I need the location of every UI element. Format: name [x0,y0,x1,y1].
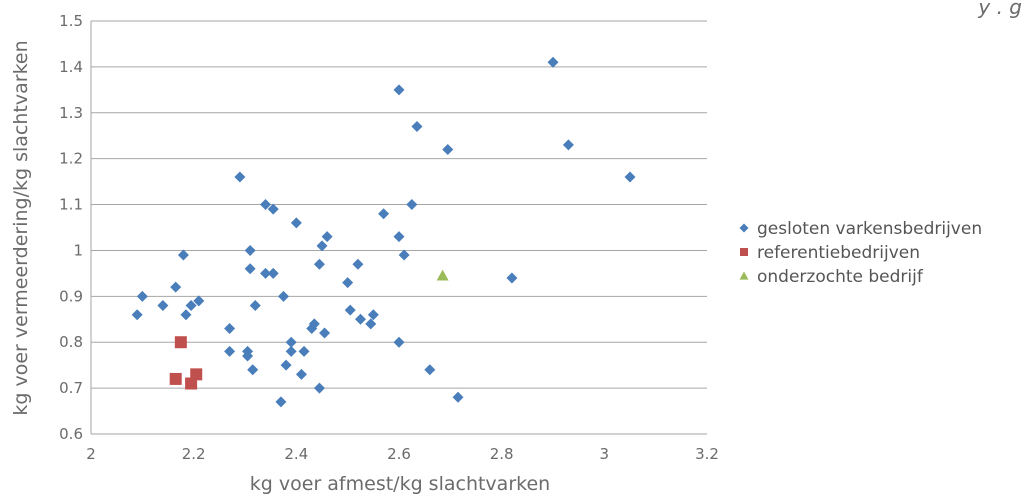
y-tick-label: 1 [73,241,83,259]
data-point-series-0 [157,300,169,312]
data-point-series-1 [190,368,203,381]
x-tick-label: 2.8 [490,445,514,463]
data-point-series-0 [193,295,205,307]
data-point-series-0 [319,327,331,339]
y-tick-label: 1.4 [59,58,83,76]
data-point-series-0 [344,304,356,316]
data-point-series-0 [355,313,366,325]
y-tick-label: 0.7 [59,379,83,397]
x-axis-title: kg voer afmest/kg slachtvarken [250,473,550,495]
data-point-series-0 [234,171,246,183]
data-point-series-0 [298,345,310,357]
data-point-series-0 [177,249,189,261]
data-point-series-0 [398,249,410,261]
legend-marker-1 [740,248,748,256]
data-point-series-0 [342,277,354,289]
data-point-series-0 [285,336,297,348]
data-point-series-0 [224,345,236,357]
data-point-series-0 [321,231,333,243]
data-point-series-0 [260,199,272,211]
data-point-series-0 [547,56,559,68]
data-point-series-1 [185,377,198,390]
data-point-series-0 [136,290,148,302]
y-tick-label: 1.5 [59,12,83,30]
x-tick-label: 2.2 [182,445,206,463]
legend-marker-0 [739,223,749,233]
data-point-series-0 [180,309,192,321]
data-point-series-1 [169,372,182,385]
data-point-series-0 [280,359,292,371]
data-point-series-1 [174,336,187,349]
x-tick-label: 3 [600,445,610,463]
data-point-series-0 [185,300,197,312]
y-tick-label: 0.8 [59,333,83,351]
data-point-series-0 [308,318,320,330]
data-point-series-0 [295,368,307,380]
y-tick-label: 1.1 [59,196,83,214]
data-point-series-0 [393,231,405,243]
data-point-series-0 [365,318,377,330]
data-point-series-0 [452,391,464,403]
data-point-series-0 [249,300,261,312]
y-tick-label: 1.3 [59,104,83,122]
data-point-series-2 [436,269,449,281]
legend-marker-2 [739,271,749,280]
data-point-series-0 [278,290,289,302]
y-tick-label: 1.2 [59,150,83,168]
grid-layer [91,20,707,435]
data-point-series-0 [506,272,518,284]
data-point-series-0 [247,364,259,376]
legend-label-2: onderzochte bedrijf [757,267,924,287]
points-layer [131,56,636,408]
data-point-series-0 [290,217,302,229]
data-point-series-0 [224,322,236,334]
data-point-series-0 [411,121,423,133]
data-point-series-0 [367,309,379,321]
x-tick-label: 3.2 [695,445,719,463]
legend-label-0: gesloten varkensbedrijven [757,219,982,239]
legend: gesloten varkensbedrijven referentiebedri… [739,219,982,287]
data-point-series-0 [267,203,279,215]
data-point-series-0 [352,258,364,270]
y-tick-label: 0.6 [59,425,83,443]
x-tick-label: 2.6 [387,445,411,463]
data-point-series-0 [316,240,328,252]
data-point-series-0 [244,244,256,256]
data-point-series-0 [624,171,636,183]
axis-layer: 0.6 0.7 0.8 0.9 1 1.1 1.2 1.3 1.4 1.5 2 2.2 2.4 2.6 2.… [59,12,719,463]
data-point-series-0 [170,281,182,293]
data-point-series-0 [562,139,574,151]
data-point-series-0 [393,84,405,96]
legend-label-1: referentiebedrijven [757,243,920,263]
data-point-series-0 [442,143,454,155]
data-point-series-0 [244,263,256,275]
data-point-series-0 [393,336,405,348]
data-point-series-0 [260,267,272,279]
corner-text: y . g [977,0,1022,19]
data-point-series-0 [424,364,436,376]
y-tick-label: 0.9 [59,287,83,305]
x-tick-label: 2.4 [284,445,308,463]
data-point-series-0 [267,267,279,279]
data-point-series-0 [406,199,418,211]
data-point-series-0 [378,208,390,220]
data-point-series-0 [313,382,325,394]
y-axis-title: kg voer vermeerdering/kg slachtvarken [10,40,32,415]
data-point-series-0 [131,309,143,321]
x-tick-label: 2 [86,445,96,463]
data-point-series-0 [313,258,325,270]
data-point-series-0 [242,350,254,362]
data-point-series-0 [285,345,297,357]
data-point-series-0 [275,396,287,408]
